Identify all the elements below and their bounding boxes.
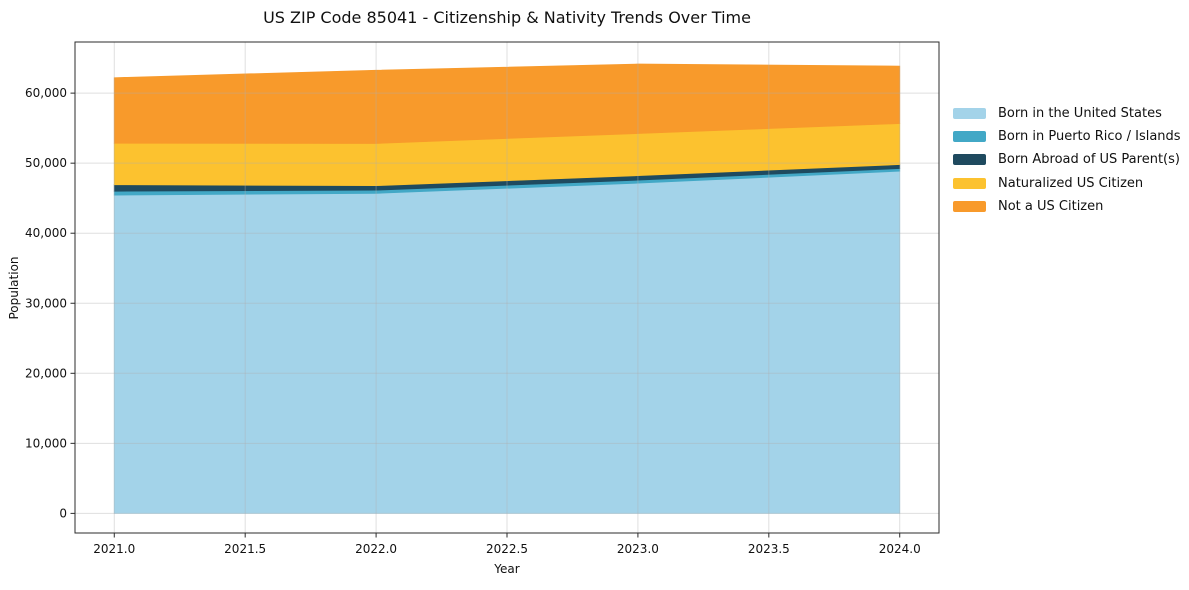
x-tick-label: 2023.5 bbox=[748, 542, 790, 556]
x-tick-label: 2023.0 bbox=[617, 542, 659, 556]
legend-swatch-born-abroad-of-us-parent-s bbox=[953, 154, 986, 166]
y-tick-label: 60,000 bbox=[25, 86, 67, 100]
x-tick-label: 2021.5 bbox=[224, 542, 266, 556]
x-tick-label: 2021.0 bbox=[93, 542, 135, 556]
y-tick-label: 50,000 bbox=[25, 156, 67, 170]
y-tick-label: 30,000 bbox=[25, 296, 67, 310]
area-not-a-us-citizen bbox=[113, 63, 901, 144]
legend-swatch-naturalized-us-citizen bbox=[953, 177, 986, 189]
y-tick-label: 20,000 bbox=[25, 366, 67, 380]
legend-label: Born in Puerto Rico / Islands bbox=[998, 129, 1181, 145]
legend-item-born-in-the-united-states: Born in the United States bbox=[953, 102, 1181, 125]
legend-label: Born Abroad of US Parent(s) bbox=[998, 152, 1180, 168]
legend-label: Not a US Citizen bbox=[998, 198, 1104, 214]
legend-item-born-abroad-of-us-parent-s: Born Abroad of US Parent(s) bbox=[953, 148, 1181, 171]
x-tick-label: 2022.0 bbox=[355, 542, 397, 556]
legend-label: Naturalized US Citizen bbox=[998, 175, 1144, 191]
legend-item-naturalized-us-citizen: Naturalized US Citizen bbox=[953, 172, 1181, 195]
legend-swatch-not-a-us-citizen bbox=[953, 200, 986, 212]
x-tick-label: 2024.0 bbox=[879, 542, 921, 556]
x-tick-label: 2022.5 bbox=[486, 542, 528, 556]
legend-item-not-a-us-citizen: Not a US Citizen bbox=[953, 195, 1181, 218]
legend-item-born-in-puerto-rico-islands: Born in Puerto Rico / Islands bbox=[953, 125, 1181, 148]
y-tick-label: 0 bbox=[59, 506, 67, 520]
chart-title: US ZIP Code 85041 - Citizenship & Nativi… bbox=[263, 8, 751, 27]
legend-swatch-born-in-the-united-states bbox=[953, 108, 986, 120]
legend: Born in the United States Born in Puerto … bbox=[953, 102, 1181, 218]
legend-label: Born in the United States bbox=[998, 106, 1162, 122]
legend-swatch-born-in-puerto-rico-islands bbox=[953, 131, 986, 143]
y-tick-label: 40,000 bbox=[25, 226, 67, 240]
x-axis-label: Year bbox=[494, 562, 520, 576]
y-tick-label: 10,000 bbox=[25, 436, 67, 450]
y-axis-label: Population bbox=[7, 256, 21, 320]
